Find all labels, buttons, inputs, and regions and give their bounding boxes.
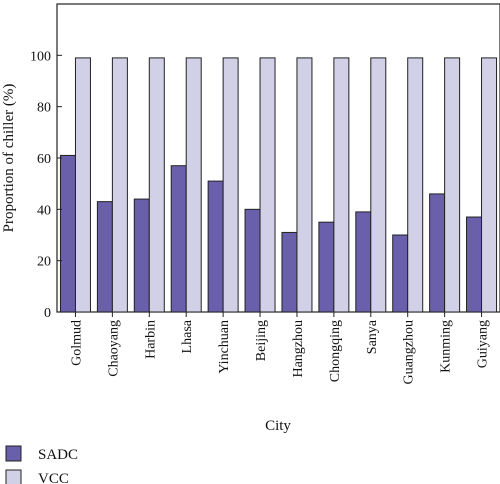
bar-sadc-chongqing	[318, 221, 335, 313]
y-tick-label: 100	[30, 49, 51, 64]
legend: SADC VCC	[5, 445, 78, 484]
bar-vcc-chongqing	[333, 57, 350, 313]
x-tick-label: Kunming	[439, 320, 454, 373]
bars	[59, 57, 498, 313]
bar-vcc-sanya	[370, 57, 387, 313]
plot-area: 0 20 40 60 80 100 Golmud Chaoyang Harbin Lhasa Yi…	[30, 3, 500, 385]
x-tick-label: Golmud	[69, 320, 84, 366]
bar-sadc-beijing	[244, 208, 261, 313]
bar-sadc-guangzhou	[392, 234, 409, 313]
bar-vcc-kunming	[444, 57, 461, 313]
x-tick-label: Harbin	[143, 320, 158, 359]
bar-sadc-sanya	[355, 211, 372, 313]
y-tick-label: 40	[37, 203, 51, 218]
x-axis-ticks: Golmud Chaoyang Harbin Lhasa Yinchuan Beijing…	[69, 312, 491, 385]
legend-swatch-sadc	[5, 445, 22, 462]
legend-label-sadc: SADC	[38, 447, 78, 463]
x-tick-label: Chongqing	[328, 320, 343, 382]
x-axis-label: City	[265, 418, 291, 434]
bar-vcc-hangzhou	[296, 57, 313, 313]
legend-swatch-vcc	[5, 469, 22, 484]
bar-sadc-lhasa	[170, 165, 187, 313]
x-tick-label: Yinchuan	[217, 320, 232, 374]
y-axis-ticks: 0 20 40 60 80 100	[30, 49, 62, 321]
x-tick-label: Guiyang	[476, 320, 491, 368]
y-tick-label: 0	[44, 306, 51, 321]
y-tick-label: 80	[37, 101, 51, 116]
bar-vcc-chaoyang	[111, 57, 128, 313]
x-tick-label: Guangzhou	[402, 320, 417, 385]
bar-vcc-guiyang	[481, 57, 498, 313]
x-tick-label: Lhasa	[180, 319, 195, 353]
y-tick-label: 20	[37, 255, 51, 270]
y-axis-label: Proportion of chiller (%)	[1, 84, 17, 233]
x-tick-label: Beijing	[254, 320, 269, 361]
x-tick-label: Chaoyang	[106, 320, 121, 377]
y-tick-label: 60	[37, 152, 51, 167]
bar-sadc-chaoyang	[96, 201, 113, 313]
legend-label-vcc: VCC	[38, 471, 69, 484]
bar-vcc-harbin	[148, 57, 165, 313]
bar-sadc-harbin	[133, 198, 150, 313]
bar-vcc-golmud	[74, 57, 91, 313]
bar-vcc-lhasa	[185, 57, 202, 313]
bar-vcc-guangzhou	[407, 57, 424, 313]
bar-sadc-yinchuan	[207, 180, 224, 313]
bar-sadc-kunming	[429, 193, 446, 313]
bar-sadc-golmud	[59, 154, 76, 313]
bar-sadc-guiyang	[466, 216, 483, 313]
bar-sadc-hangzhou	[281, 231, 298, 313]
bar-vcc-yinchuan	[222, 57, 239, 313]
x-tick-label: Hangzhou	[291, 320, 306, 378]
x-tick-label: Sanya	[365, 319, 380, 354]
bar-vcc-beijing	[259, 57, 276, 313]
